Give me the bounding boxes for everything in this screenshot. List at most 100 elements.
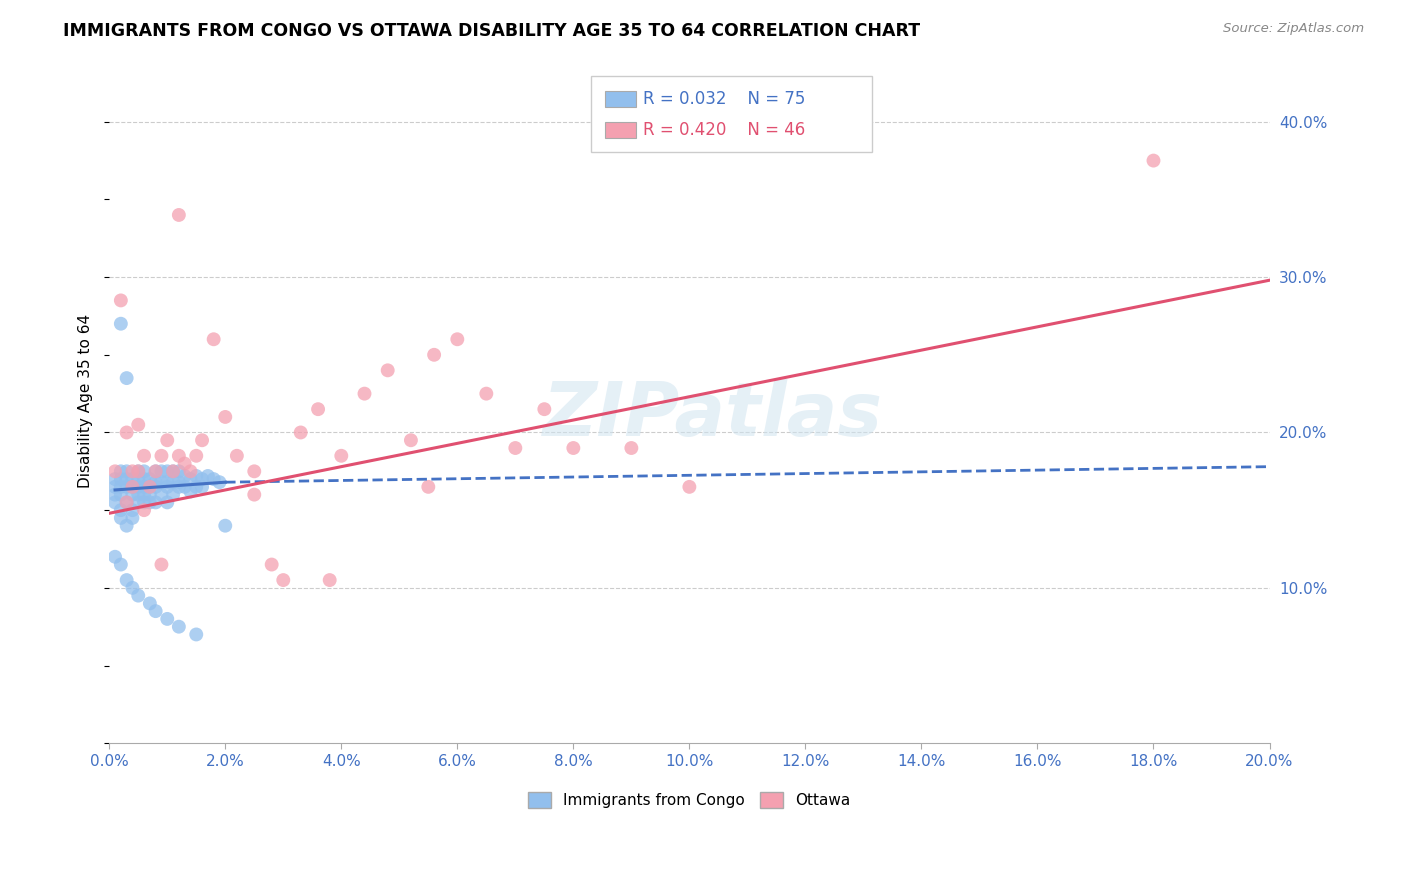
Point	[115, 518, 138, 533]
Point	[139, 488, 162, 502]
Point	[132, 480, 155, 494]
Point	[104, 488, 127, 502]
Point	[318, 573, 340, 587]
Point	[186, 627, 208, 641]
Point	[179, 484, 201, 499]
Point	[167, 208, 190, 222]
Point	[156, 612, 179, 626]
Point	[186, 469, 208, 483]
Point	[127, 480, 149, 494]
Legend: Immigrants from Congo, Ottawa: Immigrants from Congo, Ottawa	[522, 786, 856, 814]
Point	[150, 449, 173, 463]
Point	[243, 464, 266, 478]
Point	[127, 417, 149, 432]
Point	[127, 464, 149, 478]
Point	[121, 581, 143, 595]
Point	[121, 488, 143, 502]
Point	[139, 495, 162, 509]
Point	[191, 472, 214, 486]
Point	[214, 409, 236, 424]
Text: IMMIGRANTS FROM CONGO VS OTTAWA DISABILITY AGE 35 TO 64 CORRELATION CHART: IMMIGRANTS FROM CONGO VS OTTAWA DISABILI…	[63, 22, 921, 40]
Point	[150, 475, 173, 490]
Point	[115, 495, 138, 509]
Point	[132, 464, 155, 478]
Point	[145, 604, 167, 618]
Point	[121, 480, 143, 494]
Point	[162, 464, 184, 478]
Point	[156, 480, 179, 494]
Text: Source: ZipAtlas.com: Source: ZipAtlas.com	[1223, 22, 1364, 36]
Point	[167, 464, 190, 478]
Point	[377, 363, 399, 377]
Point	[214, 518, 236, 533]
Point	[179, 464, 201, 478]
Point	[104, 495, 127, 509]
Point	[132, 449, 155, 463]
Point	[162, 475, 184, 490]
Point	[145, 464, 167, 478]
Point	[173, 457, 195, 471]
Point	[399, 434, 422, 448]
Point	[620, 441, 643, 455]
Point	[110, 293, 132, 308]
Point	[418, 480, 440, 494]
Point	[110, 503, 132, 517]
Point	[167, 475, 190, 490]
Point	[121, 464, 143, 478]
Point	[115, 472, 138, 486]
Point	[110, 472, 132, 486]
Point	[104, 480, 127, 494]
Y-axis label: Disability Age 35 to 64: Disability Age 35 to 64	[79, 314, 93, 489]
Point	[290, 425, 312, 440]
Text: ZIPatlas: ZIPatlas	[543, 378, 883, 451]
Point	[150, 558, 173, 572]
Point	[139, 480, 162, 494]
Point	[139, 480, 162, 494]
Point	[110, 511, 132, 525]
Point	[127, 495, 149, 509]
Point	[110, 464, 132, 478]
Point	[179, 472, 201, 486]
Point	[150, 464, 173, 478]
Point	[115, 480, 138, 494]
Point	[145, 464, 167, 478]
Point	[121, 511, 143, 525]
Point	[562, 441, 585, 455]
Point	[145, 495, 167, 509]
Point	[678, 480, 700, 494]
Point	[150, 488, 173, 502]
Point	[156, 434, 179, 448]
Point	[110, 317, 132, 331]
Text: R = 0.420    N = 46: R = 0.420 N = 46	[643, 121, 804, 139]
Point	[167, 480, 190, 494]
Point	[127, 488, 149, 502]
Point	[505, 441, 527, 455]
Point	[127, 472, 149, 486]
Point	[145, 475, 167, 490]
Point	[115, 464, 138, 478]
Point	[110, 488, 132, 502]
Point	[104, 464, 127, 478]
Point	[167, 620, 190, 634]
Point	[162, 488, 184, 502]
Point	[173, 469, 195, 483]
Point	[202, 472, 225, 486]
Point	[156, 475, 179, 490]
Point	[139, 472, 162, 486]
Point	[271, 573, 294, 587]
Point	[1142, 153, 1164, 168]
Point	[104, 549, 127, 564]
Point	[191, 434, 214, 448]
Point	[121, 503, 143, 517]
Point	[127, 589, 149, 603]
Point	[191, 480, 214, 494]
Point	[115, 573, 138, 587]
Point	[330, 449, 353, 463]
Point	[110, 480, 132, 494]
Point	[145, 480, 167, 494]
Text: R = 0.032    N = 75: R = 0.032 N = 75	[643, 90, 804, 108]
Point	[156, 495, 179, 509]
Point	[208, 475, 231, 490]
Point	[202, 332, 225, 346]
Point	[121, 472, 143, 486]
